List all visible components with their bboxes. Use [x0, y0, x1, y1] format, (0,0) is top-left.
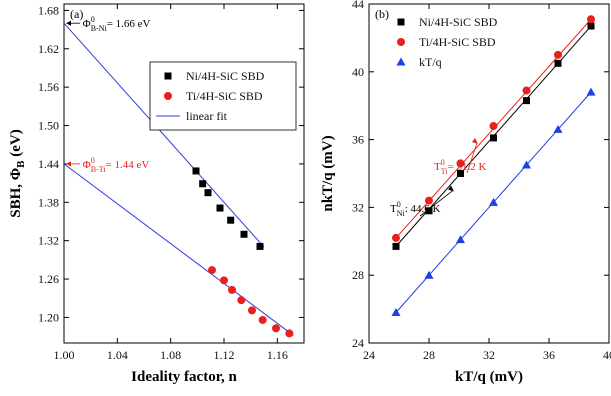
y-tick-label: 24: [352, 336, 364, 350]
data-point: [523, 97, 530, 105]
data-point: [425, 207, 433, 215]
x-tick-label: 1.04: [107, 348, 128, 362]
y-tick-label: 1.56: [38, 80, 59, 94]
x-tick-label: 1.16: [267, 348, 288, 362]
y-tick-label: 1.20: [38, 310, 59, 324]
legend-label: Ni/4H-SiC SBD: [186, 69, 265, 83]
x-tick-label: 1.12: [214, 348, 235, 362]
y-tick-label: 1.68: [38, 3, 59, 17]
y-tick-label: 44: [352, 0, 364, 11]
data-point: [392, 242, 400, 250]
data-point: [522, 160, 531, 169]
y-tick-label: 28: [352, 268, 364, 282]
annotation: T0 Ti= 51.2 K: [434, 158, 487, 176]
y-tick-label: 1.44: [38, 157, 59, 171]
x-tick-label: 36: [543, 348, 555, 362]
data-point: [391, 307, 401, 316]
data-point: [220, 276, 228, 285]
data-point: [456, 235, 465, 244]
data-point: [192, 167, 200, 175]
data-point: [208, 266, 216, 275]
arrow-head: [66, 161, 71, 167]
y-tick-label: 1.38: [38, 195, 59, 209]
fit-line: [63, 163, 294, 336]
x-tick-label: 24: [363, 348, 375, 362]
plot-frame: [63, 3, 305, 344]
legend-label: linear fit: [186, 109, 228, 123]
annotation: Φ0 B-Ti= 1.44 eV: [83, 156, 150, 174]
y-axis-label: nkT/q (mV): [320, 135, 336, 211]
data-point: [248, 306, 256, 315]
legend-marker: [164, 72, 172, 80]
y-tick-label: 40: [352, 65, 364, 79]
legend-label: kT/q: [419, 55, 442, 69]
data-point: [424, 270, 434, 279]
data-point: [228, 285, 236, 294]
y-tick-label: 1.32: [38, 234, 59, 248]
data-point: [285, 329, 294, 338]
data-point: [272, 324, 280, 333]
x-tick-label: 1.00: [54, 348, 75, 362]
y-tick-label: 1.50: [38, 119, 59, 133]
data-point: [553, 124, 563, 133]
data-point: [237, 296, 246, 305]
panel-a-chart: 1.00 1.04 1.08 1.12 1.16 1.20 1.26 1.32 1.38 1.44…: [8, 3, 305, 385]
data-point: [490, 134, 497, 142]
y-axis-label: SBH, ΦB (eV): [8, 129, 27, 218]
legend-label: Ni/4H-SiC SBD: [419, 15, 498, 29]
legend-label: Ti/4H-SiC SBD: [419, 35, 496, 49]
annotation-arrow: [466, 142, 478, 174]
data-point: [522, 86, 531, 95]
x-tick-label: 1.08: [160, 348, 181, 362]
arrow-head: [66, 20, 71, 26]
y-tick-label: 1.26: [38, 272, 59, 286]
data-point: [554, 59, 562, 67]
annotation-arrow: [419, 190, 454, 217]
data-point: [425, 196, 433, 205]
x-tick-label: 40: [603, 348, 611, 362]
data-point: [456, 159, 465, 168]
data-point: [489, 197, 498, 206]
legend-label: Ti/4H-SiC SBD: [186, 89, 263, 103]
x-axis-label: Ideality factor, n: [131, 369, 237, 385]
legend-box: [149, 61, 297, 131]
data-point: [216, 204, 224, 212]
data-point: [256, 242, 264, 250]
legend-marker: [164, 92, 172, 100]
data-point: [489, 122, 498, 131]
plot-frame: [368, 3, 610, 344]
arrow-head: [448, 185, 454, 192]
y-tick-label: 36: [352, 133, 364, 147]
legend-marker: [397, 38, 405, 46]
data-point: [457, 170, 464, 177]
data-point: [199, 180, 207, 188]
x-tick-label: 32: [483, 348, 495, 362]
panel-label: (b): [375, 7, 389, 21]
data-point: [586, 87, 596, 96]
data-point: [587, 15, 595, 24]
panel-label: (a): [70, 7, 83, 21]
legend-marker: [397, 18, 405, 26]
fit-line: [63, 22, 265, 248]
y-tick-label: 1.62: [38, 42, 59, 56]
data-point: [240, 230, 248, 238]
data-point: [554, 50, 562, 59]
data-point: [204, 189, 212, 197]
data-point: [392, 233, 400, 242]
panel-b-chart: 24 28 32 36 40 24 28 32 36 40 44 (b) kT/q (mV) nkT/q …: [320, 0, 611, 385]
data-point: [587, 22, 595, 30]
x-axis-label: kT/q (mV): [455, 369, 523, 385]
data-point: [227, 216, 235, 224]
annotation: Φ0 B-Ni= 1.66 eV: [83, 15, 151, 33]
y-tick-label: 32: [352, 200, 364, 214]
data-point: [258, 315, 267, 324]
x-tick-label: 28: [423, 348, 435, 362]
legend-marker: [396, 57, 406, 66]
annotation: T0 Ni: 44.6 K: [390, 200, 441, 218]
arrow-head: [472, 137, 478, 144]
